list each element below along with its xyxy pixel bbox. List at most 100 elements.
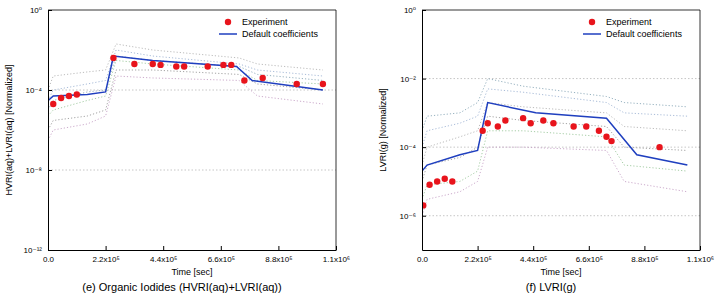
data-point	[479, 128, 485, 134]
x-tick: 6.6x10⁵	[208, 246, 235, 264]
tick-label: 6.6x10⁵	[576, 255, 603, 264]
data-point	[50, 101, 56, 107]
uncertainty-line	[422, 116, 687, 181]
y-tick: 10⁰	[30, 6, 52, 15]
y-tick: 10⁻⁴	[25, 86, 52, 95]
x-tick: 2.2x10⁵	[464, 246, 491, 264]
data-point	[157, 62, 163, 68]
frame	[422, 10, 700, 11]
data-point	[181, 63, 187, 69]
tick-label: 10⁰	[404, 6, 416, 15]
tick-label: 10⁻⁴	[25, 86, 42, 95]
y-tick: 10⁻⁸	[26, 166, 53, 175]
data-point	[570, 123, 576, 129]
data-point	[320, 81, 326, 87]
x-tick: 8.8x10⁵	[631, 246, 658, 264]
y-tick: 10⁰	[404, 6, 426, 15]
data-point	[434, 178, 440, 184]
legend-marker	[583, 33, 601, 35]
y-tick: 10⁻¹²	[24, 246, 52, 255]
grid-line	[48, 170, 336, 171]
y-axis-title: LVRI(g) [Normalized]	[378, 88, 388, 171]
uncertainty-line	[422, 131, 687, 200]
data-point	[294, 81, 300, 87]
tick-mark	[48, 170, 52, 171]
legend-label: Experiment	[242, 17, 288, 27]
tick-mark	[336, 246, 337, 250]
data-point	[527, 120, 533, 126]
tick-label: 8.8x10⁵	[631, 255, 658, 264]
data-point	[426, 182, 432, 188]
chart-panel: 0.02.2x10⁵4.4x10⁵6.6x10⁵8.8x10⁵1.1x10⁶10…	[4, 6, 350, 293]
x-axis: 0.0 2.2x10⁵ 4.4x10⁵ 6.6x10⁵ 8.8x10⁵ 1.1x10⁶	[417, 246, 714, 264]
x-tick: 4.4x10⁵	[520, 246, 547, 264]
data-point	[550, 120, 556, 126]
tick-label: 10⁻¹²	[24, 246, 43, 255]
grid-line	[422, 78, 700, 79]
tick-label: 2.2x10⁵	[464, 255, 491, 264]
data-point	[603, 134, 609, 140]
x-tick: 1.1x10⁶	[323, 246, 350, 264]
data-point	[173, 63, 179, 69]
tick-label: 10⁻⁴	[399, 143, 416, 152]
data-point	[596, 128, 602, 134]
tick-label: 1.1x10⁶	[323, 255, 350, 264]
x-tick: 6.6x10⁵	[576, 246, 603, 264]
x-tick: 2.2x10⁵	[92, 246, 119, 264]
x-axis-title: Time [sec]	[540, 267, 581, 277]
data-point	[540, 117, 546, 123]
axis-line	[423, 250, 701, 251]
uncertainty-line	[48, 76, 323, 140]
data-point	[150, 61, 156, 67]
y-axis: 10⁻¹² 10⁻⁸ 10⁻⁴ 10⁰	[24, 6, 52, 255]
legend: ExperimentDefault coefficients	[219, 17, 318, 39]
figure: 0.0 2.2x10⁵ 4.4x10⁵ 6.6x10⁵ 8.8x10⁵ 1.1x10⁶ 10…	[0, 0, 727, 297]
tick-mark	[48, 250, 52, 251]
x-axis: 0.02.2x10⁵4.4x10⁵6.6x10⁵8.8x10⁵1.1x10⁶	[43, 246, 350, 264]
tick-label: 8.8x10⁵	[265, 255, 292, 264]
frame	[336, 10, 337, 250]
legend-marker	[589, 19, 595, 25]
data-point	[449, 178, 455, 184]
data-point	[131, 61, 137, 67]
data-point	[583, 123, 589, 129]
y-tick: 10⁻⁶	[400, 212, 426, 221]
data-point	[228, 62, 234, 68]
tick-mark	[106, 246, 107, 250]
data-point	[502, 117, 508, 123]
legend-marker	[219, 33, 237, 35]
axis-line	[48, 11, 49, 251]
tick-mark	[221, 246, 222, 250]
chart-title: (e) Organic Iodides (HVRI(aq)+LVRI(aq))	[82, 281, 281, 293]
tick-mark	[589, 246, 590, 250]
axis-line	[49, 250, 337, 251]
data-point	[241, 77, 247, 83]
data-line	[48, 56, 323, 250]
tick-mark	[422, 79, 426, 80]
data-point	[110, 55, 116, 61]
tick-label: 2.2x10⁵	[92, 255, 119, 264]
uncertainty-line	[48, 56, 323, 110]
tick-mark	[278, 246, 279, 250]
legend-marker	[225, 19, 231, 25]
tick-label: 1.1x10⁶	[687, 255, 714, 264]
uncertainty-line	[422, 79, 687, 131]
tick-mark	[478, 246, 479, 250]
plot-area	[422, 79, 687, 216]
data-point	[485, 120, 491, 126]
data-point	[74, 91, 80, 97]
scatter-series	[422, 115, 663, 209]
tick-mark	[700, 246, 701, 250]
x-tick: 8.8x10⁵	[265, 246, 292, 264]
grid	[422, 79, 700, 216]
tick-label: 4.4x10⁵	[150, 255, 177, 264]
y-axis: 10⁻⁶10⁻⁴10⁻²10⁰	[399, 6, 426, 250]
legend-label: Default coefficients	[606, 29, 682, 39]
tick-label: 10⁻⁶	[400, 212, 416, 221]
data-point	[608, 138, 614, 144]
tick-mark	[422, 216, 426, 217]
grid	[48, 90, 336, 170]
tick-mark	[533, 246, 534, 250]
tick-label: 0.0	[417, 255, 429, 264]
frame	[48, 10, 336, 11]
